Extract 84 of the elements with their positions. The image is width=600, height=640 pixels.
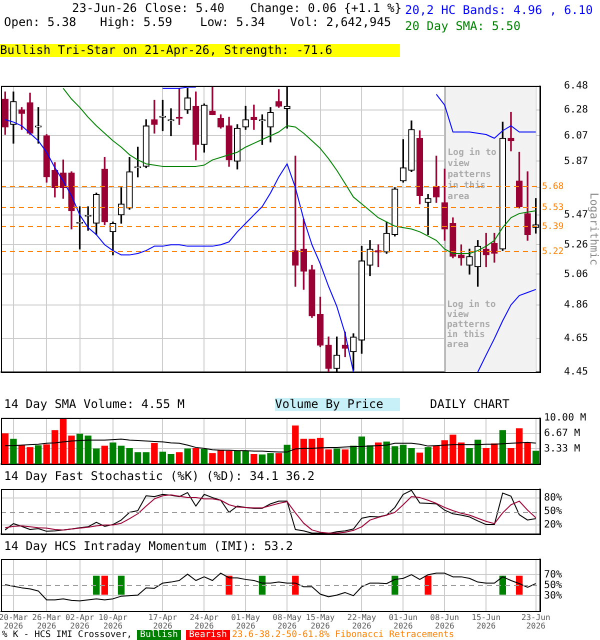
bar: [532, 450, 540, 464]
y-tick-label: 4.65: [564, 333, 588, 344]
y-tick-label: 50%: [544, 580, 562, 591]
bar: [176, 452, 183, 464]
text: Bullish: [137, 630, 181, 640]
bar: [10, 438, 17, 464]
bar: [416, 452, 424, 464]
y-tick-label: 5.26: [564, 239, 588, 250]
text: 20,2 HC Bands: 4.96 , 6.10: [405, 2, 593, 18]
y-tick-label: 50%: [544, 506, 562, 518]
bar: [499, 430, 506, 464]
bar: [184, 448, 191, 464]
y-tick-label: 20%: [544, 520, 562, 531]
y-tick-label: 10.00 M: [544, 412, 586, 424]
y-tick-label: 70%: [544, 569, 562, 580]
ref-line-label: 5.68: [542, 182, 564, 192]
ref-line-label: 5.53: [542, 202, 564, 213]
x-tick-label: 10-Apr 2026: [98, 612, 128, 631]
x-tick-label: 08-Jun 2026: [430, 612, 460, 631]
y-tick-label: 5.87: [564, 156, 588, 167]
x-tick-label: 23-Jun 2026: [521, 612, 550, 631]
y-tick-label: 6.48: [564, 80, 588, 92]
y-axis-title: Logarithmic: [588, 192, 600, 266]
text: High: 5.59: [100, 15, 172, 29]
bar: [242, 450, 249, 464]
y-tick-label: 30%: [544, 590, 562, 602]
text: 23.6-38.2-50-61.8% Fibonacci Retracements: [232, 630, 454, 640]
bar: [200, 448, 208, 464]
x-tick-label: 26-Mar 2026: [32, 612, 62, 631]
bar: [284, 444, 290, 464]
text: Change: 0.06 {+1.1 %}: [250, 1, 402, 15]
y-tick-label: 5.47: [564, 210, 588, 221]
text: DAILY CHART: [430, 397, 510, 411]
bar: [101, 446, 108, 464]
text: Vol: 2,642,945: [290, 15, 392, 29]
x-tick-label: 22-May 2026: [347, 612, 376, 631]
chart-title: 14 Day Fast Stochastic (%K) (%D): 34.1 36.2: [4, 469, 315, 483]
text: Low: 5.34: [200, 15, 266, 29]
text: Volume By Price: [275, 397, 400, 411]
candlestick: [209, 86, 216, 116]
candlestick: [424, 194, 432, 236]
bar: [342, 449, 348, 464]
bar: [433, 446, 440, 464]
bar: [234, 450, 241, 464]
x-tick-label: 17-Apr 2026: [148, 612, 178, 631]
bar: [374, 442, 382, 464]
bar: [142, 452, 150, 464]
y-tick-label: 4.45: [564, 366, 588, 378]
text: Open: 5.38: [4, 15, 76, 29]
bar: [424, 447, 432, 464]
text: Bullish Tri-Star on 21-Apr-26, Strength: -71.6: [0, 43, 400, 57]
ref-line-label: 5.39: [542, 222, 564, 232]
text: 23-Jun-26: [72, 1, 138, 15]
bar: [334, 448, 340, 464]
y-tick-label: 80%: [544, 492, 562, 504]
legend-title: % K - HCS IMI Crossover,: [2, 630, 132, 640]
y-tick-label: 6.28: [564, 104, 588, 116]
text: 20 Day SMA: 5.50: [405, 18, 521, 34]
x-tick-label: 02-Apr 2026: [65, 612, 94, 631]
x-tick-label: 08-May 2026: [272, 612, 302, 631]
chart-title: 14 Day SMA Volume: 4.55 M: [4, 397, 185, 411]
y-tick-label: 3.33 M: [544, 443, 580, 454]
bar: [250, 454, 258, 464]
y-tick-label: 6.07: [564, 130, 588, 142]
y-tick-label: 4.86: [564, 300, 588, 311]
ref-line-label: 5.22: [542, 246, 564, 257]
x-tick-label: 01-May 2026: [231, 612, 260, 631]
x-tick-label: 15-Jun 2026: [472, 612, 501, 631]
text: Bearish: [186, 630, 230, 640]
chart-title: 14 Day HCS Intraday Momentum (IMI): 53.2: [4, 539, 293, 553]
y-tick-label: 5.06: [564, 268, 588, 280]
text: Close: 5.40: [145, 1, 224, 15]
bar: [151, 442, 158, 464]
x-tick-label: 01-Jun 2026: [388, 612, 418, 631]
bar: [192, 448, 200, 464]
candlestick: [508, 112, 514, 152]
x-tick-label: 24-Apr 2026: [190, 612, 219, 631]
bar: [292, 425, 299, 464]
x-tick-label: 15-May 2026: [306, 612, 335, 631]
bar: [275, 453, 282, 464]
band-label: Log in to view patterns in this area: [447, 300, 497, 350]
bar: [34, 445, 42, 464]
y-tick-label: 6.67 M: [544, 428, 580, 439]
bar: [2, 433, 8, 464]
